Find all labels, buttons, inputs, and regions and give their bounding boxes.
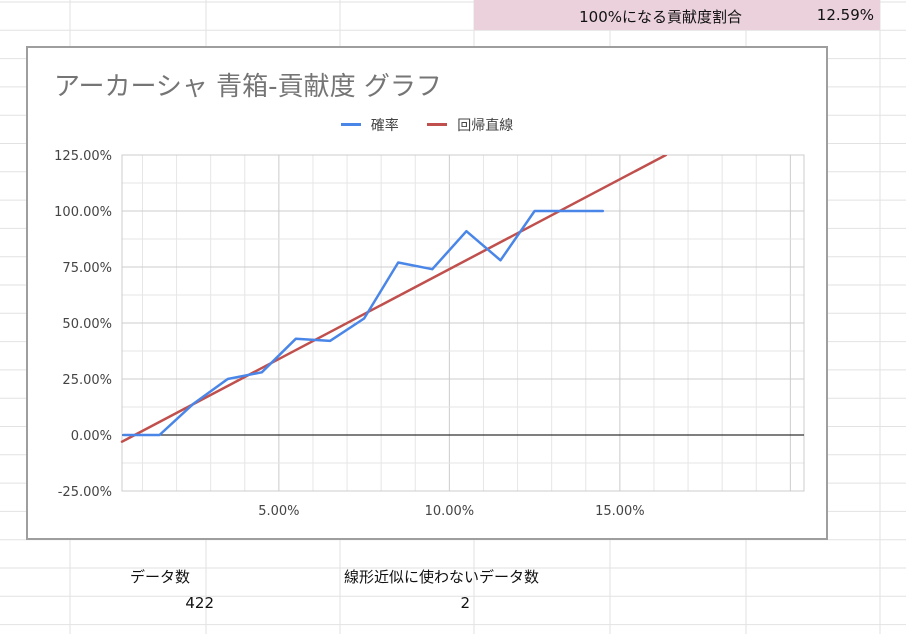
line-chart: 125.00% 100.00% 75.00% 50.00% 25.00% 0.00% -25…	[54, 149, 805, 519]
x-tick-label: 15.00%	[595, 504, 645, 519]
chart-gridlines	[121, 154, 805, 492]
x-tick-label: 5.00%	[258, 504, 299, 519]
summary-highlight-cells	[474, 0, 880, 30]
series-line-regression[interactable]	[120, 155, 668, 443]
summary-label-cell[interactable]: 100%になる貢献度割合	[579, 8, 742, 26]
excluded-label-cell[interactable]: 線形近似に使わないデータ数	[344, 568, 540, 586]
y-tick-label: 75.00%	[62, 261, 112, 276]
y-tick-label: 125.00%	[54, 149, 112, 164]
chart-legend: 確率 回帰直線	[28, 114, 826, 135]
plot-frame	[121, 154, 805, 492]
y-tick-label: -25.00%	[58, 485, 112, 500]
chart-card[interactable]: アーカーシャ 青箱-貢献度 グラフ 確率 回帰直線 125.00% 100.00%…	[26, 46, 828, 540]
chart-title: アーカーシャ 青箱-貢献度 グラフ	[54, 72, 442, 102]
legend-swatch-regression	[427, 123, 448, 126]
x-tick-label: 10.00%	[425, 504, 475, 519]
legend-label-regression: 回帰直線	[457, 117, 514, 134]
summary-value-cell[interactable]: 12.59%	[816, 6, 874, 24]
legend-item-probability[interactable]: 確率	[340, 115, 399, 135]
y-tick-label: 0.00%	[71, 429, 112, 444]
y-tick-label: 50.00%	[62, 317, 112, 332]
count-label-cell[interactable]: データ数	[130, 568, 191, 586]
count-value-cell[interactable]: 422	[185, 594, 214, 612]
legend-label-probability: 確率	[370, 117, 399, 134]
excluded-value-cell[interactable]: 2	[460, 594, 470, 612]
y-tick-label: 100.00%	[54, 205, 112, 220]
legend-item-regression[interactable]: 回帰直線	[427, 115, 513, 135]
y-tick-label: 25.00%	[62, 373, 112, 388]
series-line-probability[interactable]	[122, 209, 605, 437]
legend-swatch-probability	[340, 123, 361, 126]
